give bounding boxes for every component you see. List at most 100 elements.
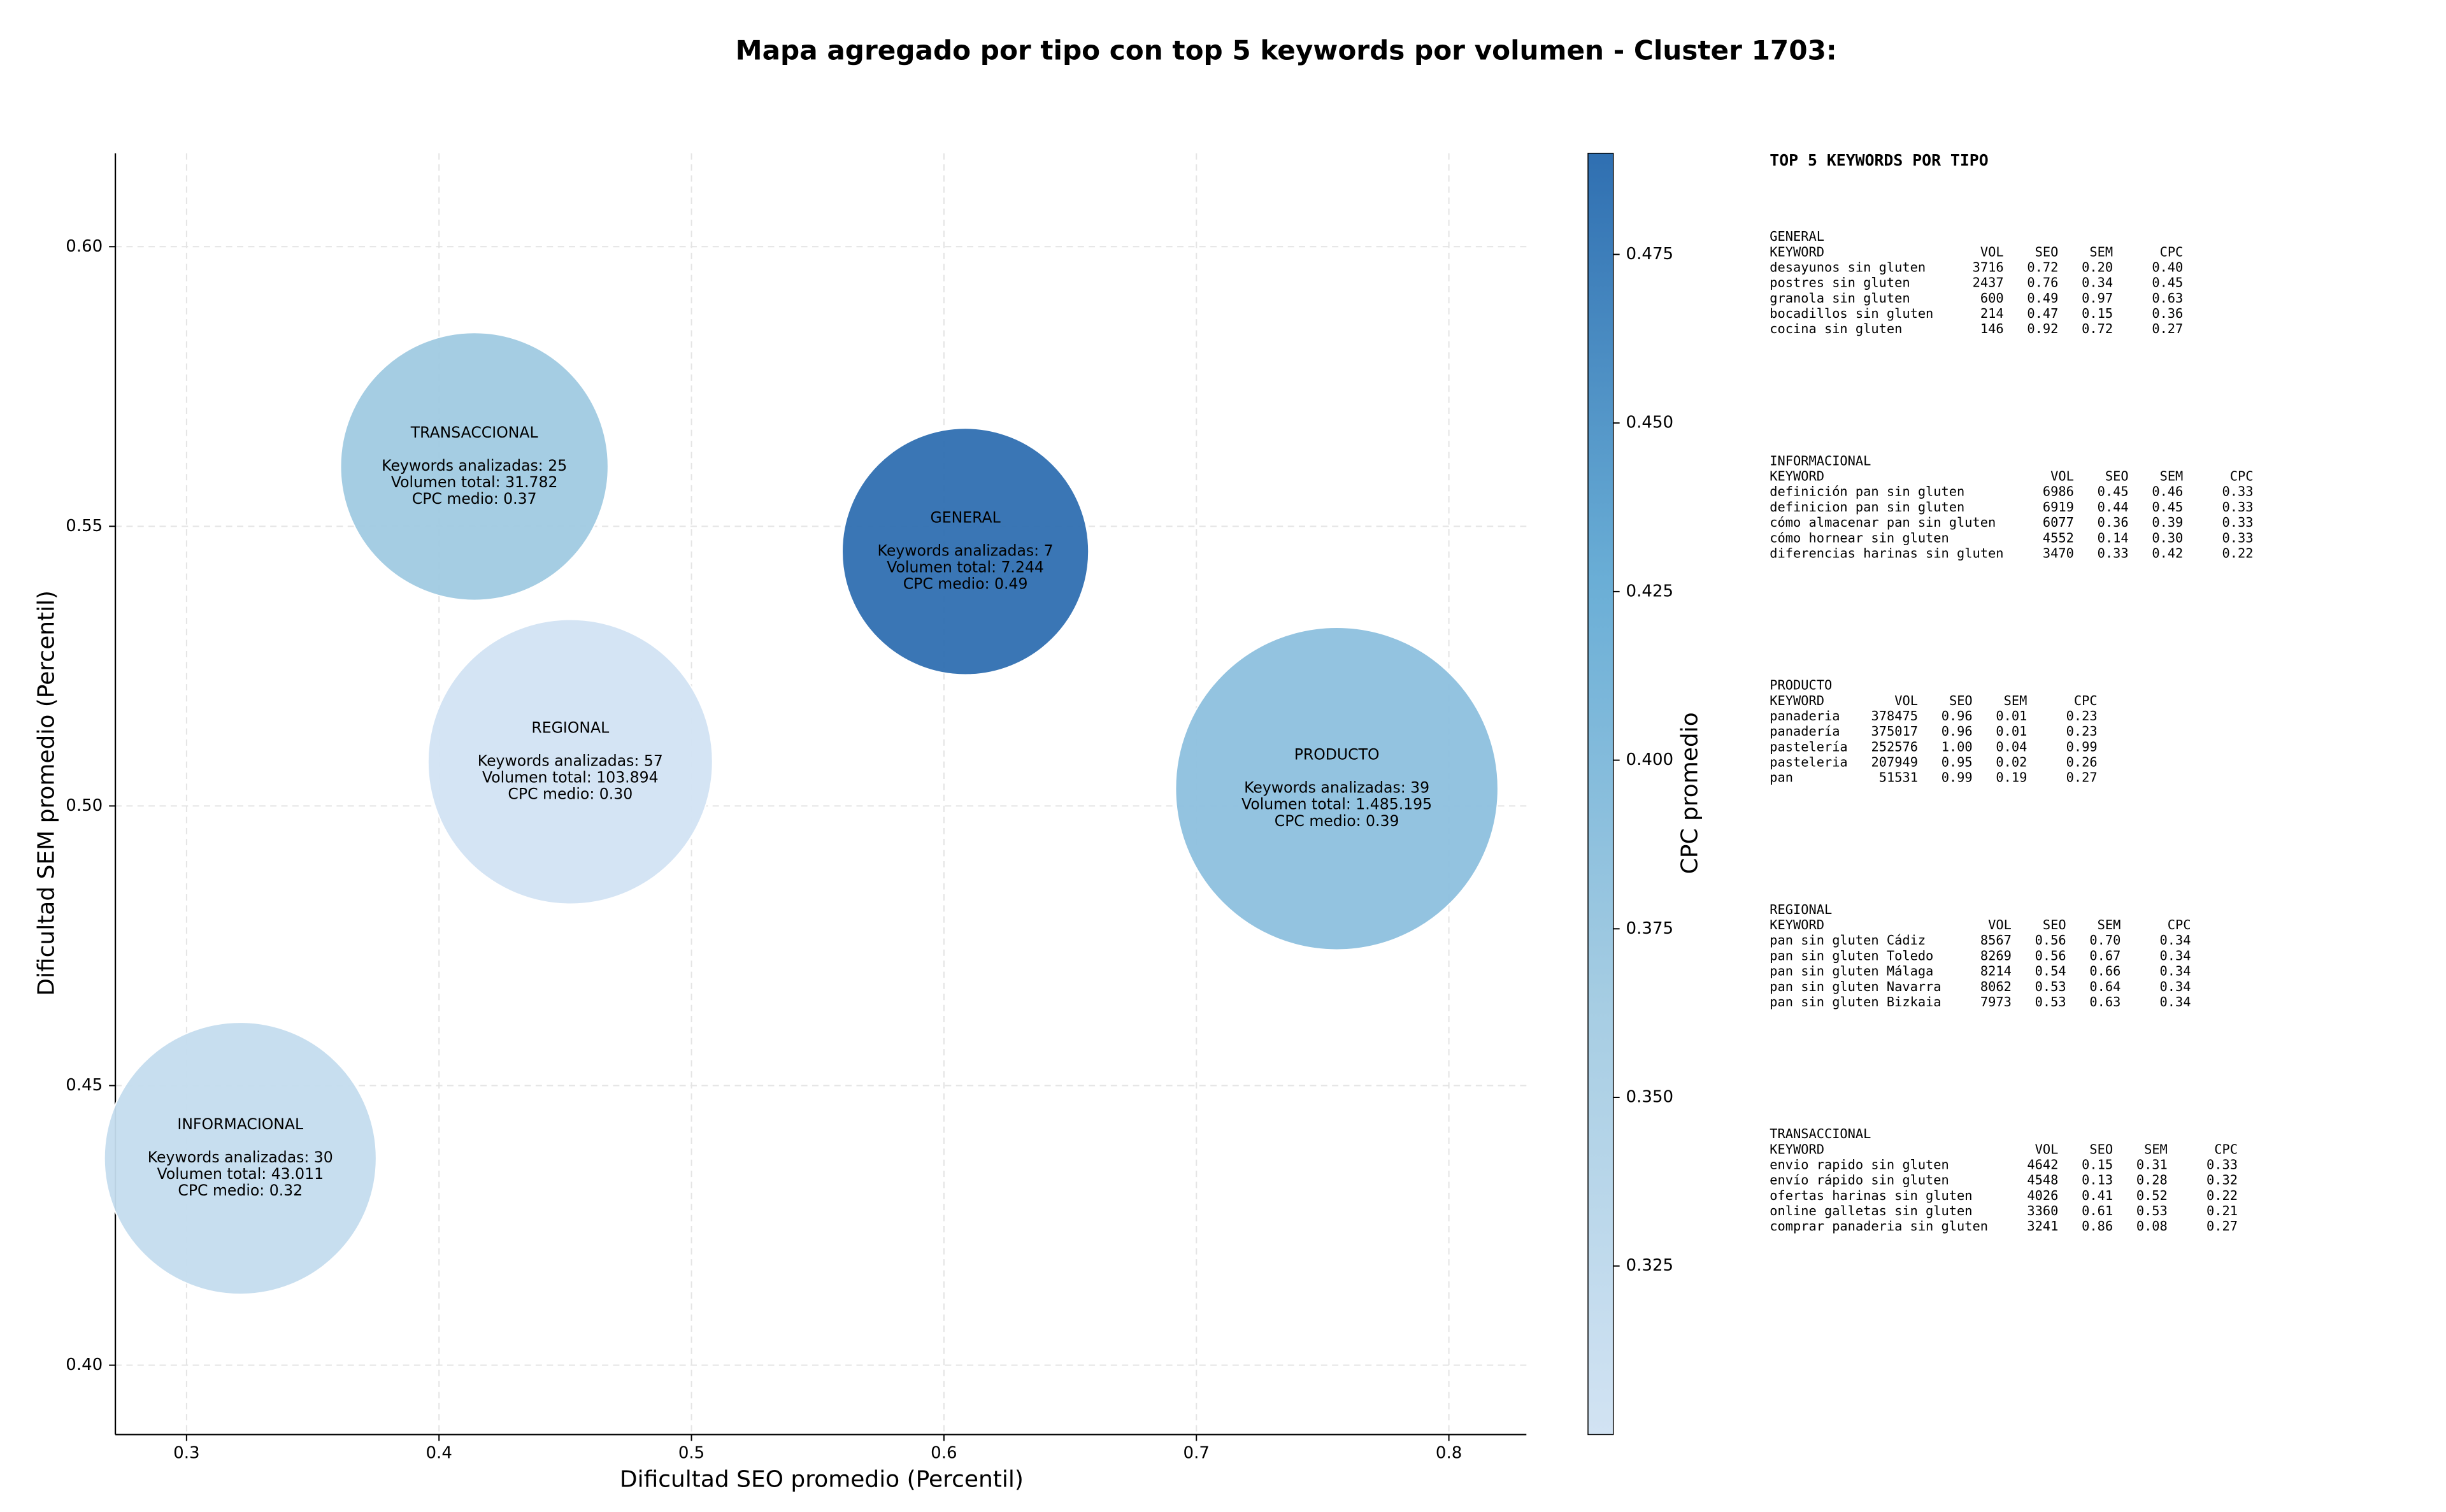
x-tick-label: 0.7 xyxy=(1184,1444,1210,1463)
table-cell: 0.40 xyxy=(2152,259,2183,275)
y-tick-label: 0.60 xyxy=(66,237,103,256)
table-cell: 6077 xyxy=(2043,515,2074,530)
table-cell: 0.01 xyxy=(1996,708,2027,724)
x-tick-label: 0.6 xyxy=(931,1444,957,1463)
table-cell: 0.72 xyxy=(2082,321,2113,336)
bubble-label: GENERAL xyxy=(930,508,1000,526)
table-cell: 0.33 xyxy=(2222,484,2254,499)
table-section-title: GENERAL xyxy=(1770,229,1824,244)
colorbar-tick-label: 0.425 xyxy=(1626,581,1674,601)
table-cell: 0.13 xyxy=(2082,1173,2113,1188)
table-cell: envío rápido sin gluten xyxy=(1770,1173,1949,1188)
table-header: KEYWORD xyxy=(1770,917,1824,932)
bubble xyxy=(340,332,609,601)
table-cell: cocina sin gluten xyxy=(1770,321,1902,336)
table-cell: 375017 xyxy=(1871,724,1918,739)
table-section-title: TRANSACCIONAL xyxy=(1770,1126,1871,1141)
table-cell: 0.52 xyxy=(2136,1188,2168,1203)
table-cell: 0.33 xyxy=(2222,515,2254,530)
table-cell: 0.34 xyxy=(2160,979,2191,994)
table-cell: 378475 xyxy=(1871,708,1918,724)
x-tick-label: 0.3 xyxy=(173,1444,199,1463)
table-cell: definición pan sin gluten xyxy=(1770,484,1964,499)
table-cell: 207949 xyxy=(1871,755,1918,770)
colorbar-tick-label: 0.375 xyxy=(1626,919,1674,938)
table-cell: 6919 xyxy=(2043,499,2074,515)
table-header: CPC xyxy=(2214,1141,2238,1157)
table-cell: 0.39 xyxy=(2152,515,2183,530)
table-cell: 0.66 xyxy=(2089,964,2121,979)
bubble-label: Keywords analizadas: 39 xyxy=(1244,779,1429,797)
table-section-title: INFORMACIONAL xyxy=(1770,453,1871,468)
bubble-label: PRODUCTO xyxy=(1294,746,1380,764)
table-cell: 0.36 xyxy=(2152,306,2183,321)
table-cell: 0.21 xyxy=(2206,1203,2238,1218)
table-cell: 0.33 xyxy=(2206,1157,2238,1172)
table-cell: 0.64 xyxy=(2089,979,2121,994)
table-header: SEM xyxy=(2004,693,2028,708)
table-cell: 8062 xyxy=(1980,979,2012,994)
table-cell: pasteleria xyxy=(1770,755,1847,770)
x-tick-label: 0.5 xyxy=(678,1444,704,1463)
table-header: SEO xyxy=(2035,244,2059,259)
table-header: SEO xyxy=(1949,693,1973,708)
table-cell: 0.45 xyxy=(2098,484,2129,499)
colorbar-label: CPC promedio xyxy=(1677,712,1703,874)
table-cell: 3470 xyxy=(2043,545,2074,560)
table-cell: 214 xyxy=(1980,306,2004,321)
bubble-label: INFORMACIONAL xyxy=(177,1115,303,1133)
table-cell: desayunos sin gluten xyxy=(1770,259,1926,275)
table-cell: pan sin gluten Bizkaia xyxy=(1770,994,1941,1009)
table-header: CPC xyxy=(2074,693,2098,708)
x-tick-label: 0.8 xyxy=(1436,1444,1462,1463)
table-cell: 0.53 xyxy=(2136,1203,2168,1218)
table-section-title: PRODUCTO xyxy=(1770,678,1832,693)
colorbar-tick-label: 0.350 xyxy=(1626,1088,1674,1107)
table-cell: 0.22 xyxy=(2206,1188,2238,1203)
x-tick-label: 0.4 xyxy=(426,1444,452,1463)
table-cell: 0.97 xyxy=(2082,290,2113,306)
table-cell: 0.63 xyxy=(2152,290,2183,306)
chart-title: Mapa agregado por tipo con top 5 keyword… xyxy=(736,34,1837,66)
table-cell: 0.63 xyxy=(2089,994,2121,1009)
table-cell: 0.30 xyxy=(2152,530,2183,545)
table-cell: 0.86 xyxy=(2082,1218,2113,1234)
table-cell: 0.72 xyxy=(2027,259,2058,275)
table-cell: 0.53 xyxy=(2035,979,2066,994)
y-tick-label: 0.50 xyxy=(66,796,103,815)
table-header: KEYWORD xyxy=(1770,244,1824,259)
table-cell: 8567 xyxy=(1980,932,2012,948)
bubble-label: Volumen total: 31.782 xyxy=(391,473,558,491)
bubble-label: Volumen total: 103.894 xyxy=(482,769,659,787)
bubble xyxy=(841,427,1090,676)
table-cell: pan sin gluten Navarra xyxy=(1770,979,1941,994)
table-cell: granola sin gluten xyxy=(1770,290,1910,306)
table-cell: 252576 xyxy=(1871,739,1918,754)
table-cell: 0.41 xyxy=(2082,1188,2113,1203)
table-header: CPC xyxy=(2160,244,2184,259)
table-cell: 0.45 xyxy=(2152,275,2183,290)
table-cell: 0.33 xyxy=(2222,530,2254,545)
table-cell: 3360 xyxy=(2027,1203,2058,1218)
table-cell: 0.23 xyxy=(2066,724,2098,739)
table-header: CPC xyxy=(2168,917,2191,932)
table-cell: comprar panaderia sin gluten xyxy=(1770,1218,1988,1234)
table-header: VOL xyxy=(2050,469,2074,484)
table-cell: 0.26 xyxy=(2066,755,2098,770)
table-cell: bocadillos sin gluten xyxy=(1770,306,1933,321)
table-cell: 51531 xyxy=(1879,770,1918,785)
table-cell: 0.49 xyxy=(2027,290,2058,306)
table-cell: 0.20 xyxy=(2082,259,2113,275)
table-cell: 0.22 xyxy=(2222,545,2254,560)
table-header: CPC xyxy=(2230,469,2254,484)
table-header: KEYWORD xyxy=(1770,693,1824,708)
table-cell: 0.76 xyxy=(2027,275,2058,290)
table-header: SEM xyxy=(2160,469,2184,484)
table-cell: 3716 xyxy=(1973,259,2004,275)
table-cell: 0.45 xyxy=(2152,499,2183,515)
table-cell: 0.56 xyxy=(2035,932,2066,948)
colorbar-tick-label: 0.450 xyxy=(1626,413,1674,432)
table-cell: pastelería xyxy=(1770,739,1847,754)
table-cell: 8214 xyxy=(1980,964,2012,979)
table-cell: 0.19 xyxy=(1996,770,2027,785)
